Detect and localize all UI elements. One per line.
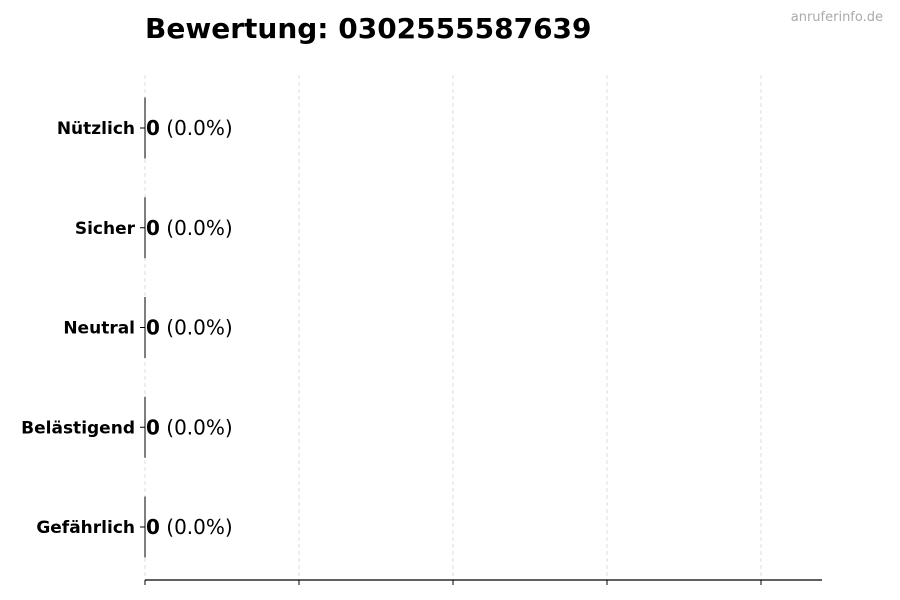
data-label-percent: (0.0%)	[160, 216, 233, 240]
data-label-percent: (0.0%)	[160, 515, 233, 539]
y-tick-label: Sicher	[75, 219, 136, 239]
data-label-percent: (0.0%)	[160, 316, 233, 340]
chart-title: Bewertung: 0302555587639	[145, 12, 592, 45]
data-label-count: 0	[146, 415, 160, 439]
y-tick-label: Nützlich	[57, 119, 135, 139]
data-label: 0 (0.0%)	[146, 515, 233, 539]
data-label-percent: (0.0%)	[160, 116, 233, 140]
y-tick-label: Neutral	[63, 319, 135, 339]
y-tick-label: Gefährlich	[36, 518, 135, 538]
data-label: 0 (0.0%)	[146, 216, 233, 240]
data-label: 0 (0.0%)	[146, 116, 233, 140]
data-label-count: 0	[146, 216, 160, 240]
data-label-count: 0	[146, 515, 160, 539]
data-label-count: 0	[146, 316, 160, 340]
data-label-percent: (0.0%)	[160, 415, 233, 439]
watermark: anruferinfo.de	[790, 10, 883, 25]
data-label-count: 0	[146, 116, 160, 140]
y-tick-label: Belästigend	[21, 418, 135, 438]
data-label: 0 (0.0%)	[146, 316, 233, 340]
data-label: 0 (0.0%)	[146, 415, 233, 439]
